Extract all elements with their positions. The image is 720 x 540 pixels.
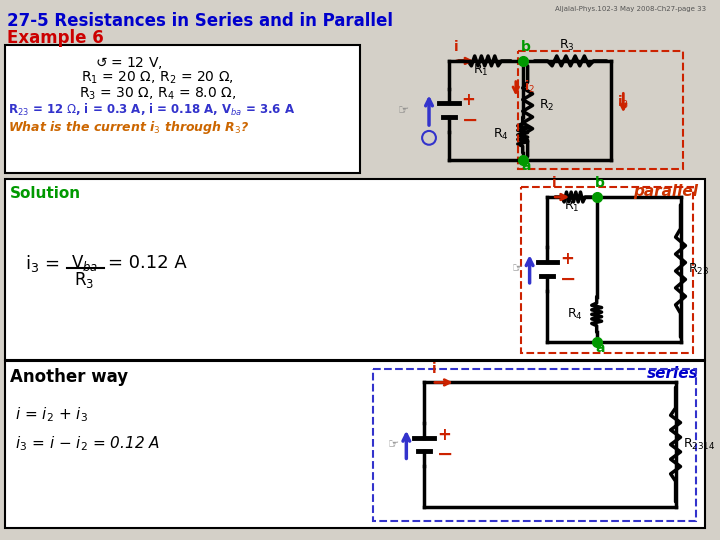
Text: What is the current i$_3$ through R$_3$?: What is the current i$_3$ through R$_3$? (8, 119, 249, 136)
Text: R$_3$: R$_3$ (74, 270, 94, 290)
Text: ☞: ☞ (388, 438, 400, 451)
Text: R$_3$: R$_3$ (559, 38, 575, 53)
Text: b: b (595, 176, 605, 190)
Text: +: + (560, 250, 574, 268)
Text: R$_4$: R$_4$ (493, 127, 509, 143)
Text: i = i$_2$ + i$_3$: i = i$_2$ + i$_3$ (15, 405, 88, 424)
Text: R$_1$: R$_1$ (564, 199, 580, 214)
Bar (5, 45, 360, 173)
Text: $\circlearrowleft$= 12 V,: $\circlearrowleft$= 12 V, (94, 55, 163, 71)
Text: ☞: ☞ (398, 104, 409, 117)
Text: i$_3$: i$_3$ (617, 93, 630, 111)
Text: i$_3$ = i $-$ i$_2$ = 0.12 A: i$_3$ = i $-$ i$_2$ = 0.12 A (15, 435, 160, 454)
Text: Solution: Solution (10, 186, 81, 201)
Text: R$_2$: R$_2$ (539, 98, 555, 113)
Text: R$_3$ = 30 $\Omega$, R$_4$ = 8.0 $\Omega$,: R$_3$ = 30 $\Omega$, R$_4$ = 8.0 $\Omega… (79, 85, 236, 102)
Text: series: series (647, 366, 698, 381)
Text: V$_{ba}$: V$_{ba}$ (71, 253, 99, 273)
Text: 27-5 Resistances in Series and in Parallel: 27-5 Resistances in Series and in Parall… (7, 11, 393, 30)
Text: R$_1$ = 20 $\Omega$, R$_2$ = 20 $\Omega$,: R$_1$ = 20 $\Omega$, R$_2$ = 20 $\Omega$… (81, 70, 234, 86)
Text: i: i (552, 176, 557, 190)
Text: −: − (437, 445, 454, 464)
Text: i: i (454, 40, 459, 54)
Text: a: a (595, 341, 604, 355)
Text: = 0.12 A: = 0.12 A (109, 254, 187, 272)
Bar (5, 361, 705, 529)
Text: −: − (560, 269, 577, 288)
Text: a: a (521, 159, 531, 173)
Text: parallel: parallel (634, 184, 698, 199)
Text: R$_1$: R$_1$ (473, 63, 489, 78)
Bar (5, 179, 705, 360)
Text: i$_3$ =: i$_3$ = (24, 253, 59, 274)
Text: R$_{23}$: R$_{23}$ (688, 262, 710, 277)
Text: i$_2$: i$_2$ (523, 78, 535, 94)
Text: i: i (432, 362, 436, 375)
Text: Example 6: Example 6 (7, 29, 104, 48)
Text: Aljalal-Phys.102-3 May 2008-Ch27-page 33: Aljalal-Phys.102-3 May 2008-Ch27-page 33 (555, 6, 706, 12)
Text: R$_4$: R$_4$ (567, 307, 583, 322)
Text: −: − (462, 111, 478, 130)
Text: +: + (437, 426, 451, 444)
Text: R$_{23}$ = 12 $\Omega$, i = 0.3 A, i = 0.18 A, V$_{ba}$ = 3.6 A: R$_{23}$ = 12 $\Omega$, i = 0.3 A, i = 0… (8, 103, 295, 118)
Bar (373, 369, 696, 521)
Bar (521, 187, 693, 353)
Text: R$_{2314}$: R$_{2314}$ (683, 437, 716, 452)
Bar (518, 51, 683, 170)
Text: ☞: ☞ (511, 262, 523, 275)
Text: Another way: Another way (10, 368, 128, 386)
Text: b: b (521, 40, 531, 54)
Text: +: + (462, 91, 475, 110)
